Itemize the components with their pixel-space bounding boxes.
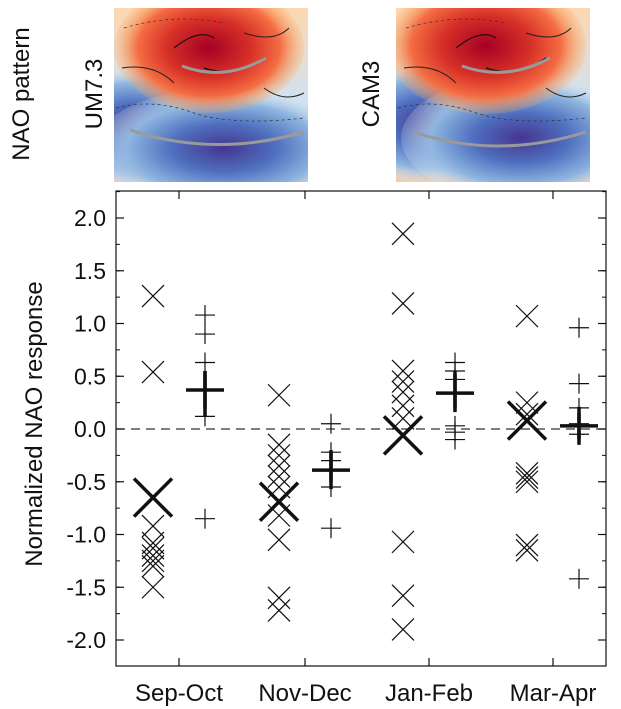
x-tick-label: Sep-Oct [135, 680, 223, 707]
x-tick-label: Mar-Apr [510, 680, 597, 707]
x-marker-member-stroke2 [267, 465, 291, 488]
y-ticks: -2.0 -1.5 -1.0 -0.5 0.0 0.5 1.0 1.5 2.0 [66, 191, 606, 653]
x-marker-member-stroke2 [391, 292, 415, 315]
x-tick-label: Nov-Dec [258, 680, 351, 707]
x-marker-member-stroke2 [267, 528, 291, 552]
x-marker-member-stroke2 [515, 533, 539, 557]
x-marker-member-stroke2 [141, 554, 165, 578]
cam3-arc-south [413, 130, 587, 148]
x-marker-member-stroke2 [141, 284, 165, 308]
x-marker-member-stroke2 [515, 461, 539, 485]
x-marker-member-stroke2 [515, 466, 539, 489]
x-marker-member-stroke2 [515, 470, 539, 494]
cam3-map-svg [396, 8, 590, 182]
x-marker-member-stroke2 [391, 222, 415, 246]
um73-arc-north [181, 56, 267, 74]
x-marker-member-stroke2 [267, 454, 291, 478]
x-marker-member-stroke2 [515, 304, 539, 328]
um73-map-svg [114, 8, 308, 182]
x-marker-member-stroke2 [515, 538, 539, 562]
x-marker-member-stroke2 [391, 584, 415, 608]
y-tick-label: -1.5 [66, 574, 106, 600]
y-tick-label: 0.0 [74, 416, 106, 442]
x-marker-member-stroke2 [141, 549, 165, 573]
x-marker-member-stroke2 [391, 380, 415, 404]
x-marker-member-stroke2 [267, 383, 291, 407]
y-tick-label: 0.5 [74, 363, 106, 389]
x-marker-mean-stroke2 [506, 400, 548, 441]
x-marker-member-stroke2 [391, 370, 415, 393]
x-marker-member-stroke2 [391, 394, 415, 418]
x-marker-member-stroke2 [141, 575, 165, 599]
y-tick-label: 2.0 [74, 205, 106, 231]
x-marker-member-stroke2 [267, 586, 291, 610]
x-marker-member-stroke2 [141, 544, 165, 568]
x-marker-member-stroke2 [141, 514, 165, 538]
cam3-arc-north [461, 56, 551, 74]
x-marker-member-stroke2 [141, 536, 165, 560]
x-marker-mean-stroke2 [132, 477, 174, 518]
y-tick-label: 1.0 [74, 311, 106, 337]
y-tick-label: 1.5 [74, 258, 106, 284]
um73-nao-map [114, 8, 308, 182]
x-marker-mean-stroke2 [382, 415, 424, 456]
x-marker-member-stroke2 [267, 443, 291, 467]
cam3-nao-map [396, 8, 590, 182]
data-marks [132, 222, 598, 641]
x-marker-member-stroke2 [391, 530, 415, 554]
x-marker-member-stroke2 [267, 433, 291, 457]
x-marker-member-stroke2 [391, 618, 415, 641]
y-tick-label: -0.5 [66, 469, 106, 495]
x-marker-member-stroke2 [267, 599, 291, 622]
x-marker-mean-stroke2 [258, 481, 300, 523]
x-marker-member-stroke2 [391, 359, 415, 383]
y-tick-label: -1.0 [66, 522, 106, 548]
x-marker-member-stroke2 [515, 391, 539, 415]
x-marker-member-stroke2 [141, 360, 165, 384]
x-tick-label: Jan-Feb [385, 680, 473, 707]
x-marker-member-stroke2 [141, 531, 165, 555]
y-tick-label: -2.0 [66, 627, 106, 653]
x-marker-member-stroke2 [515, 402, 539, 426]
x-ticks: Sep-Oct Nov-Dec Jan-Feb Mar-Apr [135, 191, 596, 707]
um73-arc-south [129, 128, 305, 146]
